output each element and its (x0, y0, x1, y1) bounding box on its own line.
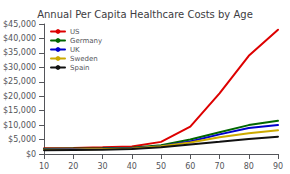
svg-text:UK: UK (70, 46, 80, 54)
svg-text:90: 90 (273, 162, 283, 171)
svg-text:$25,000: $25,000 (3, 77, 36, 86)
svg-text:$0: $0 (26, 150, 36, 159)
svg-text:30: 30 (97, 162, 107, 171)
svg-text:60: 60 (185, 162, 195, 171)
svg-text:$45,000: $45,000 (3, 20, 36, 29)
svg-text:$30,000: $30,000 (3, 63, 36, 72)
svg-text:Annual Per Capita Healthcare C: Annual Per Capita Healthcare Costs by Ag… (37, 9, 253, 20)
svg-text:Spain: Spain (70, 64, 90, 72)
svg-text:$20,000: $20,000 (3, 92, 36, 101)
svg-text:$10,000: $10,000 (3, 121, 36, 130)
svg-text:40: 40 (127, 162, 137, 171)
svg-text:50: 50 (156, 162, 166, 171)
svg-text:$5,000: $5,000 (8, 135, 36, 144)
svg-text:$15,000: $15,000 (3, 106, 36, 115)
svg-text:Germany: Germany (70, 37, 102, 45)
svg-text:10: 10 (39, 162, 49, 171)
svg-text:$40,000: $40,000 (3, 34, 36, 43)
svg-text:20: 20 (68, 162, 78, 171)
svg-text:80: 80 (244, 162, 254, 171)
svg-text:70: 70 (214, 162, 224, 171)
svg-text:Sweden: Sweden (70, 55, 98, 63)
svg-text:$35,000: $35,000 (3, 48, 36, 57)
svg-text:US: US (70, 28, 80, 36)
